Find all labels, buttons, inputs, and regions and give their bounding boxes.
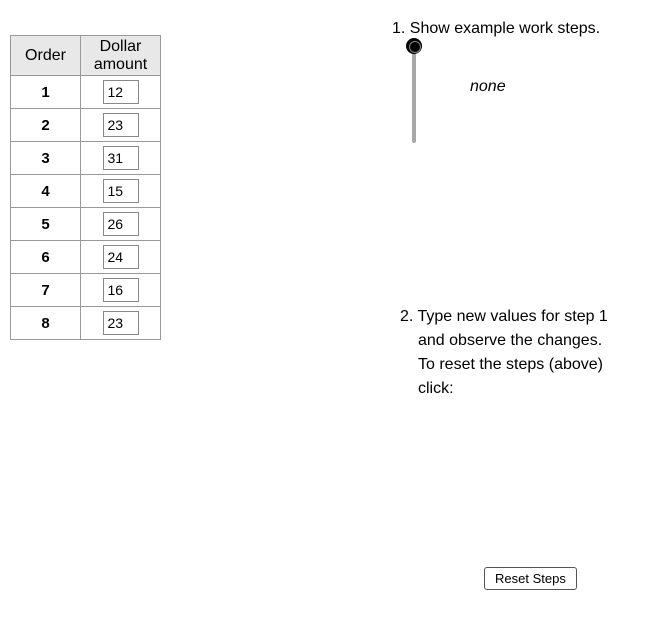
table-row: 1 (11, 76, 161, 109)
value-input[interactable] (103, 278, 139, 302)
table-row: 6 (11, 241, 161, 274)
value-cell (81, 241, 161, 274)
value-cell (81, 307, 161, 340)
reset-steps-button[interactable]: Reset Steps (484, 567, 577, 590)
table-row: 3 (11, 142, 161, 175)
order-cell: 7 (11, 274, 81, 307)
order-cell: 3 (11, 142, 81, 175)
slider-track (412, 43, 416, 143)
table-row: 4 (11, 175, 161, 208)
value-cell (81, 274, 161, 307)
order-cell: 8 (11, 307, 81, 340)
value-input[interactable] (103, 113, 139, 137)
value-cell (81, 208, 161, 241)
header-amount: Dollar amount (81, 36, 161, 76)
order-cell: 1 (11, 76, 81, 109)
value-cell (81, 109, 161, 142)
value-input[interactable] (103, 311, 139, 335)
table-row: 5 (11, 208, 161, 241)
value-input[interactable] (103, 80, 139, 104)
step2-label: 2. Type new values for step 1 and observ… (400, 305, 620, 401)
data-table: Order Dollar amount 1 2 3 4 5 (10, 35, 161, 340)
table-row: 7 (11, 274, 161, 307)
order-cell: 4 (11, 175, 81, 208)
order-cell: 5 (11, 208, 81, 241)
step1-label: 1. Show example work steps. (392, 20, 600, 38)
value-cell (81, 76, 161, 109)
step2-line3: To reset the steps (above) (400, 353, 620, 377)
value-input[interactable] (103, 245, 139, 269)
step2-line2: and observe the changes. (400, 329, 620, 353)
value-input[interactable] (103, 179, 139, 203)
slider-value-label: none (470, 78, 506, 96)
step-slider[interactable] (405, 38, 425, 148)
value-cell (81, 142, 161, 175)
order-cell: 2 (11, 109, 81, 142)
step2-line1: 2. Type new values for step 1 (400, 308, 608, 325)
slider-thumb[interactable] (406, 38, 422, 54)
value-input[interactable] (103, 212, 139, 236)
order-cell: 6 (11, 241, 81, 274)
value-cell (81, 175, 161, 208)
step2-line4: click: (400, 377, 620, 401)
value-input[interactable] (103, 146, 139, 170)
table-row: 8 (11, 307, 161, 340)
table-row: 2 (11, 109, 161, 142)
header-order: Order (11, 36, 81, 76)
